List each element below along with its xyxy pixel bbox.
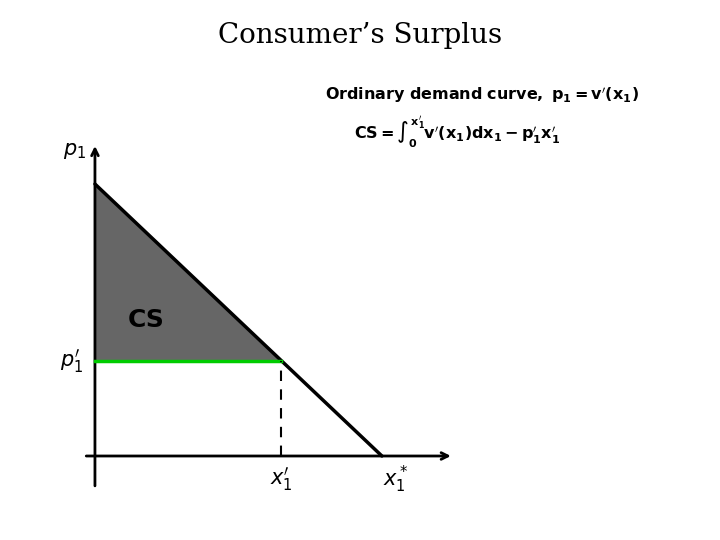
Text: Consumer’s Surplus: Consumer’s Surplus: [218, 22, 502, 49]
Text: CS: CS: [128, 308, 165, 332]
Text: $\bf{Ordinary\ demand\ curve,\ p_1 = v'(x_1)}$: $\bf{Ordinary\ demand\ curve,\ p_1 = v'(…: [325, 84, 639, 105]
Text: $x_1'$: $x_1'$: [270, 465, 293, 493]
Text: $\bf{CS = \int_0^{x_1'} v'(x_1)dx_1 - p_1'x_1'}$: $\bf{CS = \int_0^{x_1'} v'(x_1)dx_1 - p_…: [354, 114, 560, 150]
Polygon shape: [95, 184, 282, 361]
Text: $p_1'$: $p_1'$: [60, 347, 84, 375]
Text: $p_1$: $p_1$: [63, 141, 86, 161]
Text: $x_1^*$: $x_1^*$: [384, 463, 409, 495]
